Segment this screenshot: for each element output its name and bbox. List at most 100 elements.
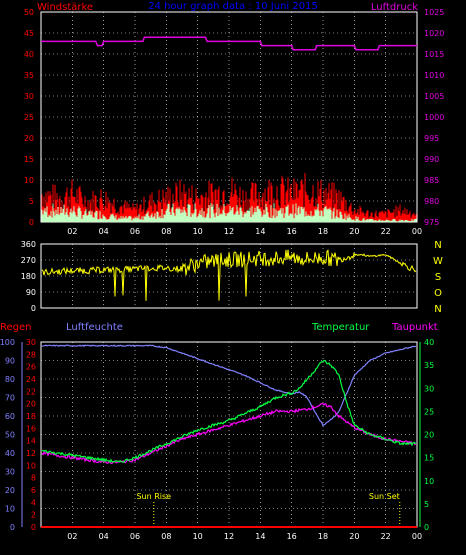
wind-axis-label: Windstärke <box>37 2 93 13</box>
pressure-line <box>41 36 417 51</box>
compass-label: N <box>434 304 441 315</box>
humidity-y-tick-label: 60 <box>5 412 15 421</box>
pressure-axis-label: Luftdruck <box>371 2 418 13</box>
wind-y-tick-label: 45 <box>24 29 34 38</box>
temperature-panel-x-tick-label: 04 <box>99 532 109 541</box>
temperature-y-tick-label: 25 <box>424 407 434 416</box>
direction-y-tick-label: 360 <box>21 240 36 249</box>
dewpoint-line <box>41 402 417 465</box>
humidity-y-tick-label: 80 <box>5 375 15 384</box>
pressure-y-tick-label: 1015 <box>424 50 444 59</box>
temperature-panel-x-tick-label: 08 <box>161 532 171 541</box>
rain-y-tick-label: 0 <box>31 523 36 532</box>
rain-y-tick-label: 22 <box>26 387 36 396</box>
sunrise-label: Sun Rise <box>136 492 171 501</box>
humidity-axis-label: Luftfeuchte <box>66 322 123 333</box>
humidity-y-tick-label: 20 <box>5 486 15 495</box>
wind-direction-line <box>41 249 417 301</box>
compass-label: W <box>433 256 443 267</box>
temperature-y-tick-label: 40 <box>424 338 434 347</box>
temperature-y-tick-label: 0 <box>424 523 429 532</box>
temperature-panel-x-tick-label: 18 <box>318 532 328 541</box>
pressure-y-tick-label: 985 <box>424 176 439 185</box>
rain-y-tick-label: 26 <box>26 363 36 372</box>
humidity-y-tick-label: 50 <box>5 431 15 440</box>
compass-label: N <box>434 240 441 251</box>
temperature-panel-x-tick-label: 16 <box>287 532 297 541</box>
rain-y-tick-label: 12 <box>26 449 36 458</box>
wind-panel-x-tick-label: 20 <box>349 227 359 236</box>
wind-y-tick-label: 5 <box>29 197 34 206</box>
wind-y-tick-label: 30 <box>24 92 34 101</box>
wind-panel-x-tick-label: 00 <box>412 227 422 236</box>
temperature-panel-x-tick-label: 00 <box>412 532 422 541</box>
rain-y-tick-label: 6 <box>31 486 36 495</box>
pressure-y-tick-label: 995 <box>424 134 439 143</box>
wind-y-tick-label: 35 <box>24 71 34 80</box>
wind-panel-x-tick-label: 10 <box>193 227 203 236</box>
rain-y-tick-label: 20 <box>26 400 36 409</box>
temperature-y-tick-label: 15 <box>424 454 434 463</box>
rain-y-tick-label: 2 <box>31 511 36 520</box>
pressure-y-tick-label: 1020 <box>424 29 444 38</box>
wind-panel-x-tick-label: 14 <box>255 227 265 236</box>
rain-y-tick-label: 16 <box>26 424 36 433</box>
direction-y-tick-label: 180 <box>21 272 36 281</box>
wind-y-tick-label: 50 <box>24 8 34 17</box>
wind-panel-x-tick-label: 12 <box>224 227 234 236</box>
rain-axis-label: Regen <box>0 322 32 333</box>
humidity-y-tick-label: 40 <box>5 449 15 458</box>
direction-y-tick-label: 0 <box>31 304 36 313</box>
rain-y-tick-label: 10 <box>26 461 36 470</box>
humidity-line <box>41 344 417 427</box>
humidity-y-tick-label: 70 <box>5 394 15 403</box>
pressure-y-tick-label: 980 <box>424 197 439 206</box>
temperature-y-tick-label: 20 <box>424 431 434 440</box>
temperature-y-tick-label: 35 <box>424 361 434 370</box>
temperature-panel-x-tick-label: 14 <box>255 532 265 541</box>
compass-label: S <box>435 272 441 283</box>
temperature-y-tick-label: 30 <box>424 384 434 393</box>
pressure-y-tick-label: 975 <box>424 218 439 227</box>
wind-panel-x-tick-label: 02 <box>67 227 77 236</box>
temperature-panel-x-tick-label: 02 <box>67 532 77 541</box>
pressure-y-tick-label: 1005 <box>424 92 444 101</box>
wind-panel-x-tick-label: 16 <box>287 227 297 236</box>
pressure-y-tick-label: 1010 <box>424 71 444 80</box>
wind-y-tick-label: 15 <box>24 155 34 164</box>
humidity-y-tick-label: 10 <box>5 505 15 514</box>
temperature-panel-x-tick-label: 22 <box>381 532 391 541</box>
temperature-panel-x-tick-label: 12 <box>224 532 234 541</box>
wind-panel-x-tick-label: 22 <box>381 227 391 236</box>
temperature-line <box>41 359 417 464</box>
pressure-y-tick-label: 1025 <box>424 8 444 17</box>
wind-y-tick-label: 20 <box>24 134 34 143</box>
temperature-panel-x-tick-label: 20 <box>349 532 359 541</box>
rain-y-tick-label: 18 <box>26 412 36 421</box>
humidity-y-tick-label: 90 <box>5 357 15 366</box>
temperature-panel-x-tick-label: 06 <box>130 532 140 541</box>
temperature-panel-x-tick-label: 10 <box>193 532 203 541</box>
wind-panel-x-tick-label: 08 <box>161 227 171 236</box>
humidity-y-tick-label: 100 <box>0 338 15 347</box>
wind-y-tick-label: 25 <box>24 113 34 122</box>
pressure-y-tick-label: 990 <box>424 155 439 164</box>
rain-y-tick-label: 28 <box>26 350 36 359</box>
direction-y-tick-label: 90 <box>26 288 36 297</box>
rain-y-tick-label: 4 <box>31 498 36 507</box>
sunset-label: Sun Set <box>369 492 400 501</box>
dewpoint-axis-label: Taupunkt <box>391 322 438 333</box>
humidity-y-tick-label: 30 <box>5 468 15 477</box>
pressure-y-tick-label: 1000 <box>424 113 444 122</box>
humidity-y-tick-label: 0 <box>10 523 15 532</box>
rain-y-tick-label: 8 <box>31 474 36 483</box>
rain-y-tick-label: 30 <box>26 338 36 347</box>
direction-y-tick-label: 270 <box>21 256 36 265</box>
rain-y-tick-label: 24 <box>26 375 36 384</box>
temperature-axis-label: Temperatur <box>311 322 370 333</box>
compass-label: O <box>434 288 442 299</box>
temperature-y-tick-label: 5 <box>424 500 429 509</box>
wind-panel-x-tick-label: 06 <box>130 227 140 236</box>
wind-y-tick-label: 10 <box>24 176 34 185</box>
